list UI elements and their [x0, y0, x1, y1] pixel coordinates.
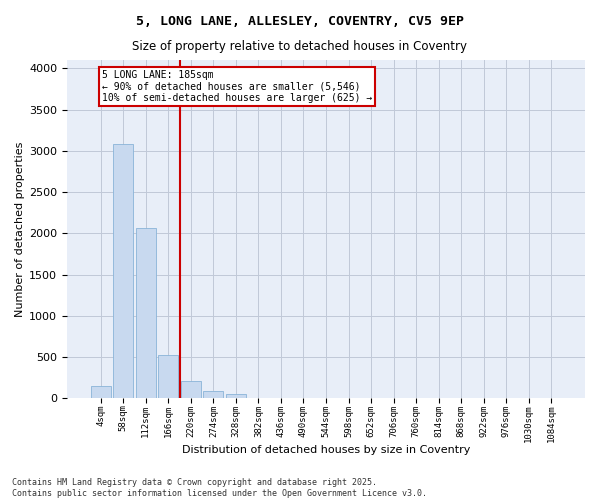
Bar	[203, 392, 223, 398]
Y-axis label: Number of detached properties: Number of detached properties	[15, 142, 25, 317]
Text: 5, LONG LANE, ALLESLEY, COVENTRY, CV5 9EP: 5, LONG LANE, ALLESLEY, COVENTRY, CV5 9E…	[136, 15, 464, 28]
Bar	[91, 386, 111, 398]
Bar	[226, 394, 246, 398]
Text: Size of property relative to detached houses in Coventry: Size of property relative to detached ho…	[133, 40, 467, 53]
Bar	[113, 144, 133, 399]
Bar	[136, 228, 156, 398]
Bar	[158, 356, 178, 399]
Text: 5 LONG LANE: 185sqm
← 90% of detached houses are smaller (5,546)
10% of semi-det: 5 LONG LANE: 185sqm ← 90% of detached ho…	[102, 70, 372, 103]
X-axis label: Distribution of detached houses by size in Coventry: Distribution of detached houses by size …	[182, 445, 470, 455]
Bar	[181, 380, 201, 398]
Text: Contains HM Land Registry data © Crown copyright and database right 2025.
Contai: Contains HM Land Registry data © Crown c…	[12, 478, 427, 498]
